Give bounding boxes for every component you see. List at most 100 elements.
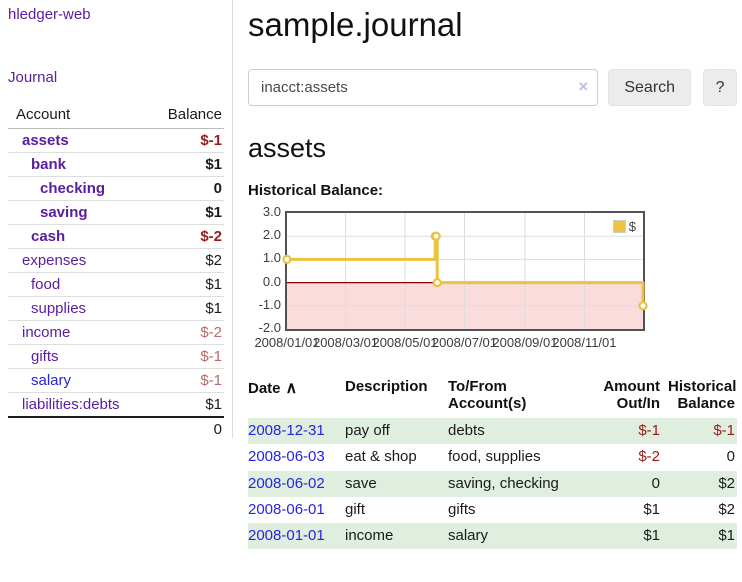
account-link[interactable]: expenses <box>22 252 87 269</box>
y-tick-label: -1.0 <box>258 296 281 312</box>
transaction-row[interactable]: 2008-12-31 pay off debts $-1 $-1 <box>248 418 737 445</box>
transaction-date-link[interactable]: 2008-06-01 <box>248 500 325 518</box>
account-row: bank $1 <box>8 152 224 177</box>
legend-label: $ <box>628 219 636 234</box>
account-row: saving $1 <box>8 200 224 225</box>
account-balance: $-1 <box>145 128 224 153</box>
page-title: sample.journal <box>248 6 463 43</box>
transaction-accounts: gifts <box>448 500 476 518</box>
app-title-link[interactable]: hledger-web <box>8 6 91 23</box>
accounts-header-row: Account Balance <box>8 103 224 129</box>
y-tick-label: -2.0 <box>258 320 281 335</box>
transaction-row[interactable]: 2008-06-01 gift gifts $1 $2 <box>248 497 737 523</box>
account-link[interactable]: gifts <box>31 348 59 365</box>
transaction-description: eat & shop <box>345 448 417 466</box>
account-balance: $1 <box>145 296 224 321</box>
transaction-description: income <box>345 527 394 544</box>
balance-column-header: Historical Balance <box>668 378 737 412</box>
clear-search-icon[interactable]: × <box>578 77 589 96</box>
chart-legend: $ <box>610 218 638 235</box>
transaction-amount: $1 <box>643 527 660 544</box>
transaction-amount: $-2 <box>638 448 660 466</box>
account-link[interactable]: cash <box>31 228 66 245</box>
transactions-table: Date ∧ Description To/From Account(s) Amo… <box>248 376 737 550</box>
chart-canvas <box>282 213 648 329</box>
transaction-accounts: salary <box>448 527 489 544</box>
account-row: cash $-2 <box>8 224 224 249</box>
transaction-amount: $-1 <box>638 422 660 439</box>
y-tick-label: 2.0 <box>262 227 281 243</box>
search-box: × <box>248 69 599 106</box>
account-row: liabilities:debts $1 <box>8 392 224 418</box>
account-balance: $1 <box>145 392 224 418</box>
description-column-header: Description <box>345 378 428 395</box>
transaction-balance: 0 <box>726 448 735 466</box>
amount-column-header: Amount Out/In <box>603 378 660 412</box>
x-tick-label: 2008/11/01 <box>552 335 617 350</box>
x-tick-label: 2008/09/01 <box>492 335 558 350</box>
transaction-row[interactable]: 2008-06-02 save saving, checking 0 $2 <box>248 470 737 497</box>
account-link[interactable]: liabilities:debts <box>22 396 120 413</box>
account-balance: $-1 <box>145 344 224 369</box>
account-row: gifts $-1 <box>8 344 224 369</box>
chart-title: Historical Balance: <box>248 182 384 199</box>
account-column-header: Account <box>8 103 146 129</box>
transaction-balance: $1 <box>718 527 735 544</box>
y-tick-label: 0.0 <box>262 273 281 289</box>
account-link[interactable]: assets <box>22 132 69 149</box>
legend-swatch-icon <box>612 220 626 233</box>
account-row: income $-2 <box>8 320 224 345</box>
transaction-balance: $2 <box>718 500 735 518</box>
chart-plot-area: $ <box>282 211 648 331</box>
sidebar: hledger-web Journal Account Balance asse… <box>0 0 233 441</box>
account-row: expenses $2 <box>8 248 224 273</box>
transaction-accounts: saving, checking <box>448 474 559 492</box>
search-input[interactable] <box>248 69 599 106</box>
account-balance: $1 <box>145 272 224 297</box>
account-link[interactable]: income <box>22 324 71 341</box>
date-column-header[interactable]: Date ∧ <box>248 376 345 418</box>
accounts-column-header: To/From Account(s) <box>448 378 527 412</box>
account-row: salary $-1 <box>8 368 224 393</box>
sort-asc-icon: ∧ <box>285 380 298 397</box>
account-row: assets $-1 <box>8 128 224 153</box>
account-balance: $2 <box>145 248 224 273</box>
account-link[interactable]: saving <box>40 204 88 221</box>
transaction-row[interactable]: 2008-01-01 income salary $1 $1 <box>248 523 737 550</box>
account-link[interactable]: checking <box>40 180 106 197</box>
transaction-description: pay off <box>345 422 390 439</box>
transaction-date-link[interactable]: 2008-01-01 <box>248 527 325 544</box>
x-tick-label: 2008/05/01 <box>372 335 438 350</box>
y-tick-label: 1.0 <box>262 250 281 266</box>
transaction-date-link[interactable]: 2008-06-02 <box>248 474 325 492</box>
x-tick-label: 2008/01/01 <box>254 335 320 350</box>
account-link[interactable]: salary <box>31 372 72 389</box>
account-link[interactable]: supplies <box>31 300 87 317</box>
account-balance: $1 <box>145 152 224 177</box>
journal-link[interactable]: Journal <box>8 69 58 86</box>
date-header-label: Date <box>248 380 281 397</box>
transaction-row[interactable]: 2008-06-03 eat & shop food, supplies $-2… <box>248 444 737 470</box>
balance-chart: 3.0 2.0 1.0 0.0 -1.0 -2.0 $ 2008/01/01 2008/03… <box>248 204 737 355</box>
help-button[interactable]: ? <box>703 69 737 106</box>
account-balance: $1 <box>145 200 224 225</box>
account-link[interactable]: bank <box>31 156 67 173</box>
transaction-date-link[interactable]: 2008-12-31 <box>248 422 325 439</box>
accounts-table: Account Balance assets $-1 bank $1 check… <box>8 103 224 441</box>
transaction-accounts: food, supplies <box>448 448 541 466</box>
search-button[interactable]: Search <box>608 69 692 106</box>
account-row: food $1 <box>8 272 224 297</box>
balance-column-header: Balance <box>145 103 224 129</box>
transaction-description: gift <box>345 500 366 518</box>
transaction-description: save <box>345 474 377 492</box>
account-link[interactable]: food <box>31 276 61 293</box>
accounts-total: 0 <box>145 416 224 441</box>
account-balance: 0 <box>145 176 224 201</box>
x-tick-label: 2008/03/01 <box>312 335 379 350</box>
sidebar-item-journal: Journal <box>8 69 224 86</box>
x-tick-label: 2008/07/01 <box>431 335 498 350</box>
transaction-amount: 0 <box>651 474 660 492</box>
account-heading: assets <box>248 133 327 163</box>
transaction-date-link[interactable]: 2008-06-03 <box>248 448 325 466</box>
y-tick-label: 3.0 <box>262 204 281 219</box>
